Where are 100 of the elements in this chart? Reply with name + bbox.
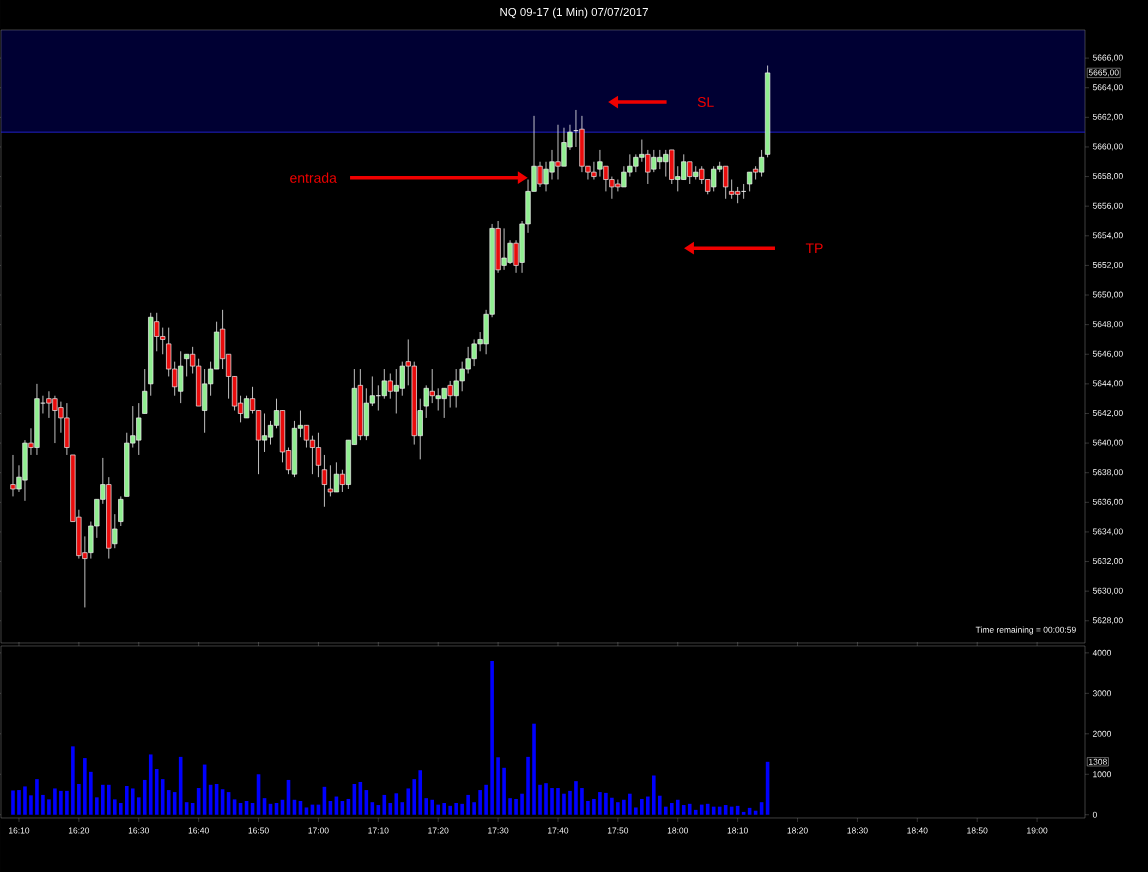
x-tick-label: 17:40 [548, 827, 569, 834]
y-tick-label: 5638,00 [1092, 469, 1123, 477]
bar [544, 783, 548, 815]
y-tick-label: 0 [1092, 811, 1097, 818]
bar [520, 793, 524, 815]
y-tick-label: 5654,00 [1092, 232, 1123, 240]
text: 5665,00 [1088, 69, 1119, 77]
y-tick-label: 5660,00 [1092, 143, 1123, 151]
bar [394, 793, 399, 815]
bar [424, 798, 429, 815]
bar [406, 788, 411, 815]
bar [148, 754, 153, 815]
x-tick-label: 17:50 [607, 827, 629, 834]
annotation: TP [805, 243, 823, 254]
bar [430, 799, 435, 815]
bar [442, 803, 446, 815]
bar [526, 756, 530, 815]
bar [41, 794, 45, 815]
y-tick-label: 5642,00 [1092, 409, 1123, 417]
bar [472, 802, 476, 815]
bar [532, 723, 536, 815]
bar [580, 788, 584, 815]
bar [598, 792, 602, 815]
bar [741, 811, 746, 815]
bar [502, 767, 506, 815]
bar [610, 797, 614, 815]
y-tick-label: 3000 [1092, 690, 1112, 697]
bar [23, 786, 27, 815]
y-tick-label: 4000 [1092, 649, 1112, 656]
bar [622, 799, 626, 815]
y-tick-label: 5640,00 [1092, 439, 1123, 447]
bar [681, 805, 686, 815]
bar [17, 790, 21, 815]
bar [556, 788, 560, 815]
y-tick-label: 5666,00 [1092, 54, 1123, 62]
bar [454, 803, 458, 815]
y-tick-label: 5644,00 [1092, 380, 1123, 388]
x-tick-label: 18:50 [967, 827, 988, 834]
x-tick-label: 17:00 [308, 827, 329, 834]
y-tick-label: 5656,00 [1092, 202, 1123, 210]
x-tick-label: 17:30 [488, 827, 509, 834]
candlestick [118, 496, 124, 527]
y-tick-label: 5628,00 [1092, 617, 1123, 625]
bar [496, 757, 500, 815]
y-tick-label: 5664,00 [1092, 84, 1123, 92]
bar [95, 797, 99, 815]
bar [640, 798, 644, 815]
bar [47, 799, 51, 815]
bar [586, 800, 590, 815]
bar [663, 806, 668, 815]
x-tick-label: 16:50 [248, 827, 269, 834]
bar [160, 779, 165, 815]
bar [418, 770, 423, 815]
y-tick-label: 1000 [1093, 771, 1112, 778]
bar [113, 799, 117, 815]
x-tick-label: 18:00 [667, 827, 689, 834]
bar [29, 795, 33, 815]
y-tick-label: 2000 [1092, 730, 1112, 737]
bar [652, 775, 656, 815]
x-tick-label: 16:20 [68, 827, 90, 834]
bar [130, 788, 135, 815]
x-tick-label: 18:10 [727, 827, 748, 834]
bar [83, 758, 87, 815]
bar [466, 794, 470, 815]
x-tick-label: 19:00 [1027, 827, 1048, 834]
candlestick [321, 454, 328, 508]
x-tick-label: 18:30 [847, 827, 868, 834]
y-tick-label: 5652,00 [1092, 261, 1123, 269]
bar [448, 805, 452, 815]
x-tick-label: 18:40 [907, 827, 928, 834]
y-tick-label: 5650,00 [1092, 291, 1123, 299]
bar [89, 771, 93, 815]
bar [118, 803, 123, 815]
y-tick-label: 5630,00 [1092, 587, 1123, 595]
bar [675, 799, 680, 815]
bar [616, 802, 620, 815]
y-tick-label: 5636,00 [1092, 498, 1123, 506]
bar [514, 798, 518, 815]
bar [65, 790, 69, 815]
bar [71, 746, 75, 815]
annotation: Time remaining = 00:00:59 [975, 626, 1076, 635]
bar [478, 790, 482, 815]
candlestick [142, 368, 148, 414]
x-tick-label: 17:20 [428, 827, 449, 834]
bar [304, 807, 309, 815]
bar [687, 803, 692, 815]
bar [77, 783, 81, 815]
annotation: SL [697, 97, 714, 107]
bar [436, 804, 441, 815]
y-tick-label: 5648,00 [1092, 321, 1123, 329]
bar [705, 803, 710, 815]
bar [550, 788, 554, 815]
bar [388, 803, 393, 815]
x-tick-label: 16:40 [188, 827, 209, 834]
y-tick-label: 5646,00 [1092, 350, 1123, 358]
annotation: entrada [290, 172, 337, 183]
bar [400, 802, 405, 815]
bar [142, 779, 147, 815]
bar [669, 803, 674, 815]
y-tick-label: 5658,00 [1092, 173, 1123, 181]
